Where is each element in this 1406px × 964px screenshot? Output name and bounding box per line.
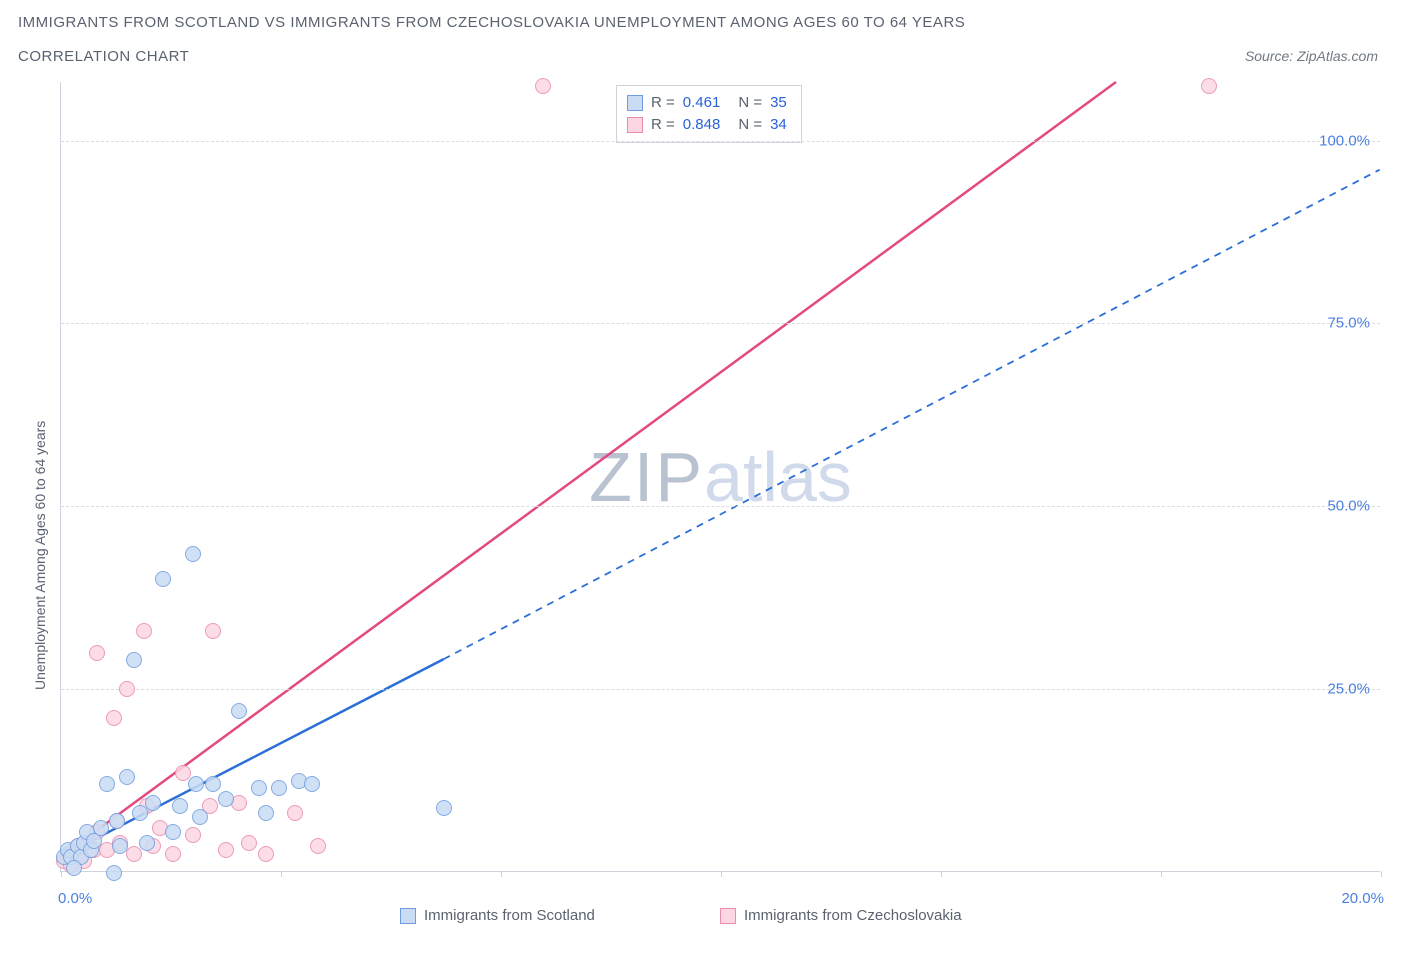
legend-swatch: [400, 908, 416, 924]
gridline: [61, 689, 1380, 690]
legend-swatch: [627, 95, 643, 111]
x-tick: [721, 871, 722, 877]
scatter-point: [155, 571, 171, 587]
legend-label: Immigrants from Czechoslovakia: [744, 907, 962, 924]
x-tick: [1381, 871, 1382, 877]
legend-swatch: [627, 117, 643, 133]
scatter-point: [136, 623, 152, 639]
chart-plot-area: ZIPatlas R = 0.461N = 35R = 0.848N = 34 …: [60, 82, 1380, 872]
stats-legend-row: R = 0.848 N = 34: [627, 114, 787, 136]
scatter-point: [218, 791, 234, 807]
source-label: Source:: [1245, 48, 1293, 64]
scatter-point: [145, 795, 161, 811]
scatter-point: [205, 776, 221, 792]
stat-r-value: 0.848: [683, 114, 721, 136]
stats-legend-box: R = 0.461 N = 35 R = 0.848 N = 34: [616, 85, 802, 143]
source-attribution: Source: ZipAtlas.com: [1245, 48, 1378, 64]
scatter-point: [1201, 78, 1217, 94]
gridline: [61, 141, 1380, 142]
scatter-point: [139, 835, 155, 851]
legend-swatch: [720, 908, 736, 924]
scatter-point: [66, 860, 82, 876]
stat-r-label: R =: [651, 92, 675, 114]
stat-n-value: 34: [770, 114, 787, 136]
scatter-point: [258, 846, 274, 862]
gridline: [61, 323, 1380, 324]
y-tick-label: 25.0%: [1327, 681, 1370, 698]
scatter-point: [304, 776, 320, 792]
scatter-point: [106, 710, 122, 726]
scatter-point: [185, 546, 201, 562]
scatter-point: [132, 805, 148, 821]
watermark-zip: ZIP: [589, 438, 704, 516]
x-tick: [941, 871, 942, 877]
scatter-point: [112, 838, 128, 854]
scatter-point: [535, 78, 551, 94]
watermark-atlas: atlas: [704, 438, 852, 516]
x-tick: [1161, 871, 1162, 877]
scatter-point: [99, 776, 115, 792]
scatter-point: [165, 824, 181, 840]
y-axis-label: Unemployment Among Ages 60 to 64 years: [32, 421, 48, 690]
scatter-point: [205, 623, 221, 639]
chart-subtitle: CORRELATION CHART: [18, 48, 189, 65]
scatter-point: [93, 820, 109, 836]
y-tick-label: 75.0%: [1327, 315, 1370, 332]
stat-r-value: 0.461: [683, 92, 721, 114]
x-tick: [501, 871, 502, 877]
stats-legend-row: R = 0.461 N = 35: [627, 92, 787, 114]
scatter-point: [258, 805, 274, 821]
stat-n-label: N =: [738, 92, 762, 114]
scatter-point: [231, 703, 247, 719]
y-tick-label: 100.0%: [1319, 132, 1370, 149]
x-tick-label: 0.0%: [58, 890, 92, 964]
x-tick-label: 20.0%: [1341, 890, 1384, 924]
chart-title: IMMIGRANTS FROM SCOTLAND VS IMMIGRANTS F…: [18, 14, 965, 31]
x-tick: [281, 871, 282, 877]
stat-n-value: 35: [770, 92, 787, 114]
stat-r-label: R =: [651, 114, 675, 136]
scatter-point: [192, 809, 208, 825]
bottom-legend-item: Immigrants from Scotland: [400, 907, 595, 924]
scatter-point: [287, 805, 303, 821]
stat-n-label: N =: [738, 114, 762, 136]
scatter-point: [119, 681, 135, 697]
y-tick-label: 50.0%: [1327, 498, 1370, 515]
scatter-point: [185, 827, 201, 843]
scatter-point: [106, 865, 122, 881]
scatter-point: [251, 780, 267, 796]
scatter-point: [218, 842, 234, 858]
scatter-point: [188, 776, 204, 792]
scatter-point: [119, 769, 135, 785]
scatter-point: [109, 813, 125, 829]
scatter-point: [241, 835, 257, 851]
scatter-point: [89, 645, 105, 661]
x-tick: [61, 871, 62, 877]
trend-line: [61, 82, 1116, 856]
gridline: [61, 506, 1380, 507]
source-name: ZipAtlas.com: [1297, 48, 1378, 64]
scatter-point: [271, 780, 287, 796]
trend-lines-svg: [61, 82, 1380, 871]
scatter-point: [172, 798, 188, 814]
bottom-legend-item: Immigrants from Czechoslovakia: [720, 907, 962, 924]
trend-line: [444, 170, 1380, 659]
scatter-point: [310, 838, 326, 854]
watermark: ZIPatlas: [589, 437, 852, 517]
scatter-point: [126, 652, 142, 668]
scatter-point: [436, 800, 452, 816]
scatter-point: [165, 846, 181, 862]
legend-label: Immigrants from Scotland: [424, 907, 595, 924]
